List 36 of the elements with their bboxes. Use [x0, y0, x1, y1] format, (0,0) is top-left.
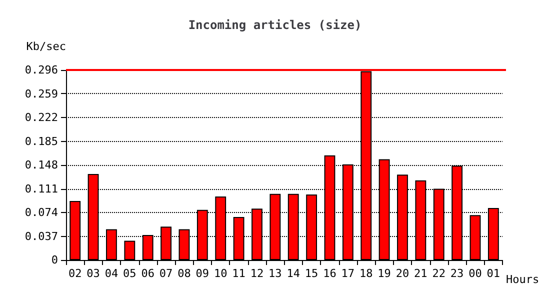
- x-tick-label: 02: [68, 267, 82, 280]
- y-tick-label: 0.074: [24, 206, 58, 219]
- y-tick-label: 0.037: [24, 230, 58, 243]
- x-tick-label: 10: [214, 267, 228, 280]
- x-tick-label: 21: [414, 267, 428, 280]
- x-tick-label: 01: [486, 267, 500, 280]
- x-tick-label: 22: [432, 267, 446, 280]
- x-tick-label: 04: [104, 267, 118, 280]
- x-tick-label: 03: [86, 267, 100, 280]
- x-tick-label: 13: [268, 267, 282, 280]
- y-tick-label: 0.148: [24, 158, 58, 172]
- x-tick-label: 08: [178, 267, 191, 280]
- chart-title: Incoming articles (size): [188, 18, 362, 32]
- y-tick-label: 0.185: [24, 134, 58, 148]
- y-tick-label: 0.296: [24, 64, 58, 76]
- x-tick-label: 15: [304, 267, 318, 280]
- x-tick-label: 19: [378, 267, 391, 280]
- y-tick-label: 0.259: [24, 87, 58, 100]
- y-tick-label: 0: [51, 254, 58, 266]
- x-tick-label: 14: [286, 267, 300, 280]
- x-tick-label: 09: [196, 267, 210, 280]
- x-tick-label: 06: [141, 267, 154, 280]
- x-tick-label: 00: [468, 267, 482, 280]
- x-tick-label: 17: [341, 267, 355, 280]
- y-tick-label: 0.222: [24, 111, 58, 124]
- x-tick-label: 07: [159, 267, 173, 280]
- y-tick-label: 0.111: [24, 182, 58, 196]
- x-axis-title: Hours: [506, 273, 540, 286]
- x-tick-label: 20: [396, 267, 410, 280]
- x-tick-label: 05: [123, 267, 136, 280]
- x-tick-label: 18: [359, 267, 373, 280]
- y-axis-title: Kb/sec: [26, 40, 66, 53]
- x-tick-label: 12: [250, 267, 264, 280]
- x-tick-label: 23: [450, 267, 464, 280]
- x-tick-label: 11: [232, 267, 246, 280]
- x-tick-label: 16: [323, 267, 336, 280]
